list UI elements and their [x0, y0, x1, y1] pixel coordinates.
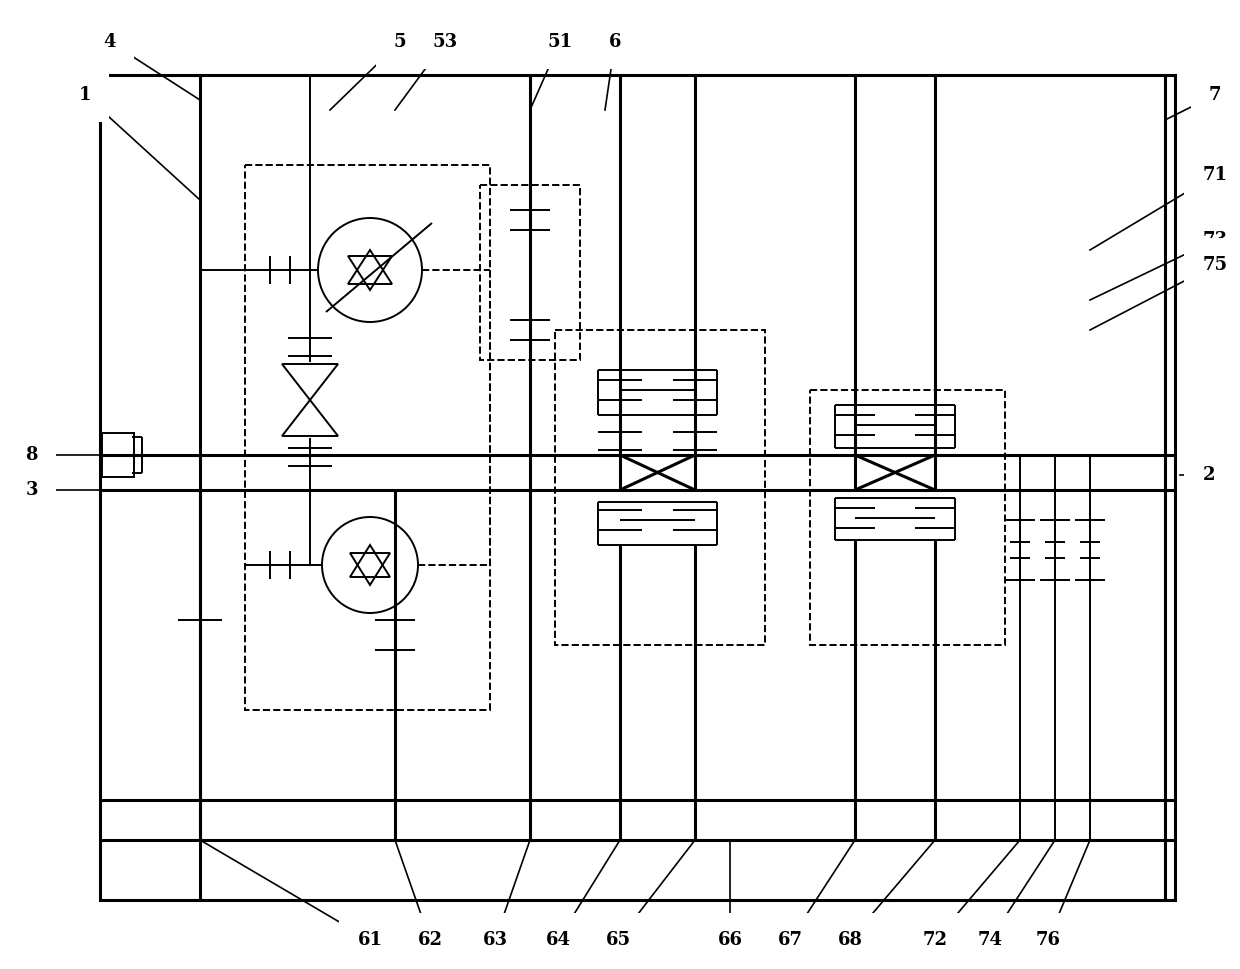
- Text: 1: 1: [79, 86, 92, 104]
- Bar: [100, 75, 1176, 900]
- Bar: [480, 185, 580, 360]
- Text: 75: 75: [1203, 256, 1228, 274]
- Text: 4: 4: [104, 33, 117, 51]
- Bar: [810, 390, 1004, 645]
- Text: 3: 3: [26, 481, 38, 499]
- Text: 65: 65: [605, 931, 631, 949]
- Text: 8: 8: [26, 446, 38, 464]
- Bar: [102, 433, 134, 477]
- Text: 61: 61: [357, 931, 382, 949]
- Text: 74: 74: [977, 931, 1002, 949]
- Text: 67: 67: [777, 931, 802, 949]
- Text: 6: 6: [609, 33, 621, 51]
- Text: 76: 76: [1035, 931, 1060, 949]
- Text: 71: 71: [1203, 166, 1228, 184]
- Text: 66: 66: [718, 931, 743, 949]
- Text: 51: 51: [547, 33, 573, 51]
- Text: 63: 63: [482, 931, 507, 949]
- Text: 64: 64: [546, 931, 570, 949]
- Bar: [246, 165, 490, 710]
- Bar: [556, 330, 765, 645]
- Text: 68: 68: [837, 931, 863, 949]
- Text: 7: 7: [1209, 86, 1221, 104]
- Text: 72: 72: [923, 931, 947, 949]
- Text: 53: 53: [433, 33, 458, 51]
- Text: 73: 73: [1203, 231, 1228, 249]
- Text: 62: 62: [418, 931, 443, 949]
- Text: 2: 2: [1203, 466, 1215, 484]
- Text: 5: 5: [393, 33, 407, 51]
